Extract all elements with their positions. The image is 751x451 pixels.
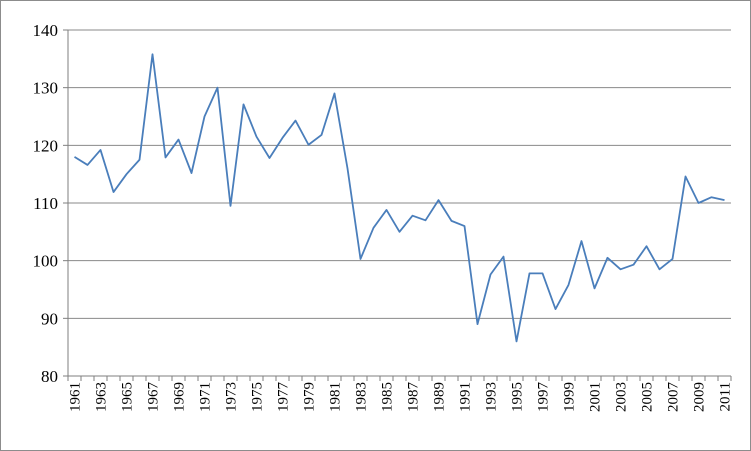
data-point-1983 bbox=[359, 258, 361, 260]
x-tick-label-1985: 1985 bbox=[380, 382, 396, 412]
data-point-2001 bbox=[593, 287, 595, 289]
data-point-1970 bbox=[190, 172, 192, 174]
x-tick-label-1981: 1981 bbox=[328, 382, 344, 412]
x-tick-label-1969: 1969 bbox=[172, 382, 188, 412]
data-point-1972 bbox=[216, 86, 218, 88]
data-point-1990 bbox=[450, 220, 452, 222]
x-tick-label-1999: 1999 bbox=[562, 382, 578, 412]
data-point-1978 bbox=[294, 119, 296, 121]
y-tick-label-140: 140 bbox=[33, 21, 59, 40]
data-point-2006 bbox=[658, 268, 660, 270]
x-tick-label-1961: 1961 bbox=[68, 382, 84, 412]
x-tick-label-2009: 2009 bbox=[692, 382, 708, 412]
data-point-1999 bbox=[567, 284, 569, 286]
data-point-1986 bbox=[398, 231, 400, 233]
x-tick-label-1979: 1979 bbox=[302, 382, 318, 412]
data-point-1971 bbox=[203, 115, 205, 117]
gridlines bbox=[68, 29, 731, 319]
data-point-1981 bbox=[333, 92, 335, 94]
data-point-2002 bbox=[606, 257, 608, 259]
x-tick-label-2011: 2011 bbox=[718, 382, 734, 411]
data-point-1991 bbox=[463, 225, 465, 227]
x-tick-label-1963: 1963 bbox=[94, 382, 110, 412]
x-tick-label-2003: 2003 bbox=[614, 382, 630, 412]
x-tick-label-1993: 1993 bbox=[484, 382, 500, 412]
data-point-1980 bbox=[320, 134, 322, 136]
data-point-1992 bbox=[476, 323, 478, 325]
data-point-1969 bbox=[177, 138, 179, 140]
x-tick-label-1971: 1971 bbox=[198, 382, 214, 412]
data-point-1988 bbox=[424, 219, 426, 221]
x-tick-label-2007: 2007 bbox=[666, 382, 682, 413]
data-point-1966 bbox=[138, 159, 140, 161]
series-layer bbox=[73, 53, 725, 343]
y-tick-label-130: 130 bbox=[33, 79, 59, 98]
data-point-1984 bbox=[372, 227, 374, 229]
x-tick-label-1967: 1967 bbox=[146, 382, 162, 413]
x-tick-label-1965: 1965 bbox=[120, 382, 136, 412]
data-point-1962 bbox=[86, 164, 88, 166]
x-tick-label-2005: 2005 bbox=[640, 382, 656, 412]
x-tick-label-1977: 1977 bbox=[276, 382, 292, 413]
data-point-1985 bbox=[385, 209, 387, 211]
data-point-1975 bbox=[255, 135, 257, 137]
data-point-1973 bbox=[229, 205, 231, 207]
data-point-1965 bbox=[125, 173, 127, 175]
data-point-1977 bbox=[281, 137, 283, 139]
data-point-2007 bbox=[671, 258, 673, 260]
x-tick-label-1997: 1997 bbox=[536, 382, 552, 413]
data-point-1996 bbox=[528, 272, 530, 274]
y-tick-label-90: 90 bbox=[41, 309, 58, 328]
data-point-1979 bbox=[307, 144, 309, 146]
x-tick-labels: 1961 1963 1965 1967 1969 1971 1973 1975 1977 1979… bbox=[68, 382, 734, 413]
data-point-2004 bbox=[632, 264, 634, 266]
data-point-1982 bbox=[346, 167, 348, 169]
data-point-1967 bbox=[151, 53, 153, 55]
x-tick-label-1995: 1995 bbox=[510, 382, 526, 412]
x-tick-label-1989: 1989 bbox=[432, 382, 448, 412]
x-tick-label-1987: 1987 bbox=[406, 382, 422, 413]
data-point-2003 bbox=[619, 268, 621, 270]
series-line-0 bbox=[74, 53, 725, 343]
data-point-1964 bbox=[112, 191, 114, 193]
data-point-1989 bbox=[437, 199, 439, 201]
data-point-1963 bbox=[99, 149, 101, 151]
y-tick-label-80: 80 bbox=[41, 367, 58, 386]
data-point-1987 bbox=[411, 214, 413, 216]
y-tick-label-120: 120 bbox=[33, 136, 59, 155]
x-tick-label-1983: 1983 bbox=[354, 382, 370, 412]
data-point-1968 bbox=[164, 156, 166, 158]
data-point-1997 bbox=[541, 272, 543, 274]
y-tick-label-110: 110 bbox=[33, 194, 58, 213]
axes bbox=[63, 29, 732, 381]
data-point-1995 bbox=[515, 340, 517, 342]
data-point-2009 bbox=[697, 202, 699, 204]
y-tick-labels: 80 90 100 110 120 130 140 bbox=[33, 21, 59, 386]
x-tick-label-1973: 1973 bbox=[224, 382, 240, 412]
x-tick-label-1991: 1991 bbox=[458, 382, 474, 412]
data-point-2005 bbox=[645, 245, 647, 247]
x-tick-label-2001: 2001 bbox=[588, 382, 604, 412]
data-point-2008 bbox=[684, 175, 686, 177]
data-point-1961 bbox=[73, 156, 75, 158]
data-point-2011 bbox=[723, 199, 725, 201]
data-point-1998 bbox=[554, 308, 556, 310]
data-point-1994 bbox=[502, 255, 504, 257]
data-point-1976 bbox=[268, 157, 270, 159]
data-point-2000 bbox=[580, 240, 582, 242]
data-point-2010 bbox=[710, 196, 712, 198]
data-point-1993 bbox=[489, 273, 491, 275]
data-point-1974 bbox=[242, 103, 244, 105]
x-tick-label-1975: 1975 bbox=[250, 382, 266, 412]
y-tick-label-100: 100 bbox=[33, 252, 59, 271]
